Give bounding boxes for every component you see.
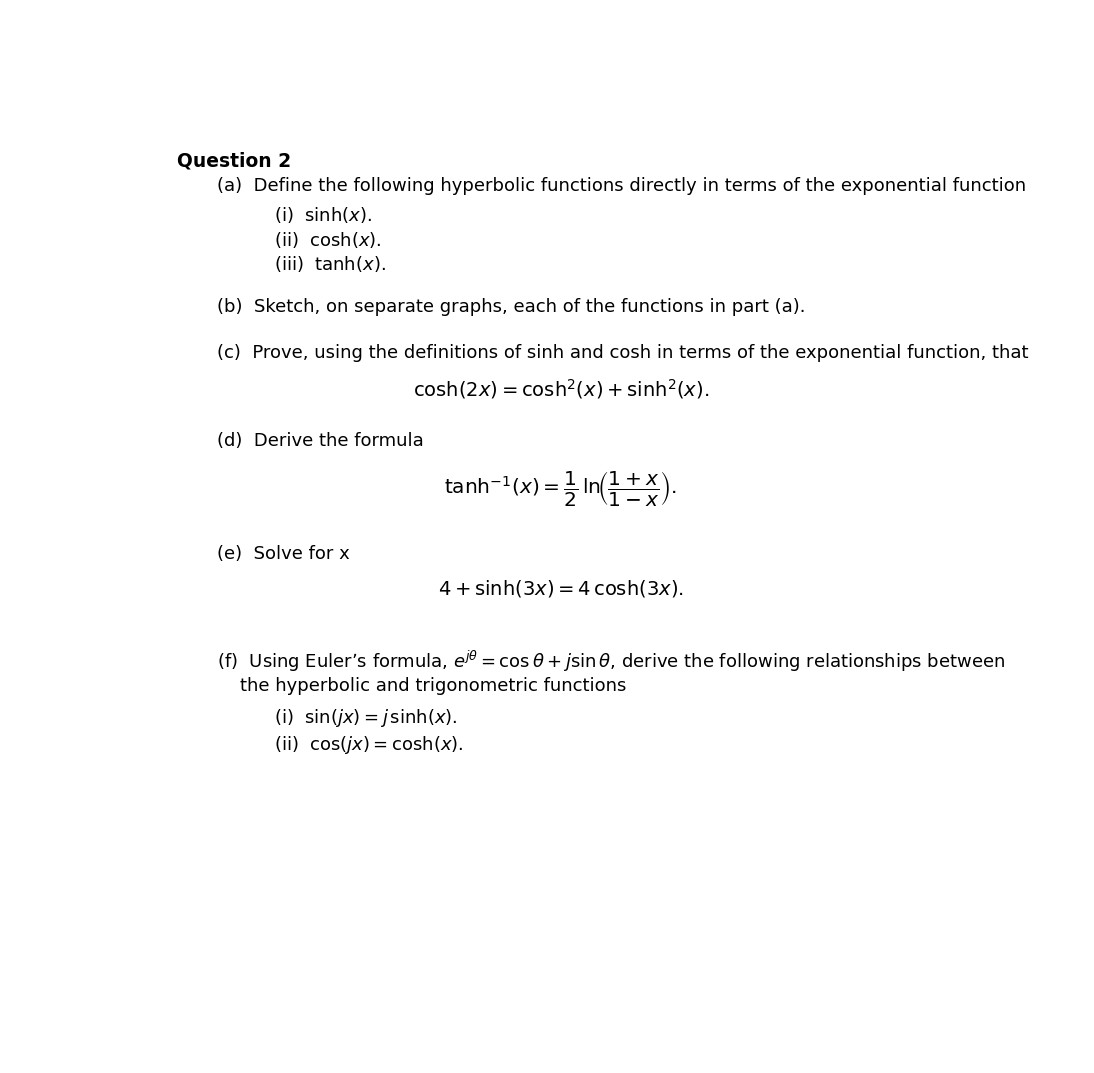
Text: (iii)  $\mathrm{tanh}(x).$: (iii) $\mathrm{tanh}(x).$ [275, 254, 386, 275]
Text: (i)  $\mathrm{sin}(jx) = j\,\mathrm{sinh}(x).$: (i) $\mathrm{sin}(jx) = j\,\mathrm{sinh}… [275, 707, 457, 730]
Text: (c)  Prove, using the definitions of sinh and cosh in terms of the exponential f: (c) Prove, using the definitions of sinh… [218, 343, 1028, 362]
Text: $\mathrm{tanh}^{-1}(x) = \dfrac{1}{2}\,\mathrm{ln}\!\left(\dfrac{1+x}{1-x}\right: $\mathrm{tanh}^{-1}(x) = \dfrac{1}{2}\,\… [444, 469, 677, 509]
Text: (a)  Define the following hyperbolic functions directly in terms of the exponent: (a) Define the following hyperbolic func… [218, 177, 1026, 194]
Text: the hyperbolic and trigonometric functions: the hyperbolic and trigonometric functio… [241, 677, 627, 694]
Text: (e)  Solve for x: (e) Solve for x [218, 545, 350, 563]
Text: (b)  Sketch, on separate graphs, each of the functions in part (a).: (b) Sketch, on separate graphs, each of … [218, 298, 806, 317]
Text: (i)  $\mathrm{sinh}(x).$: (i) $\mathrm{sinh}(x).$ [275, 205, 372, 224]
Text: $4 + \mathrm{sinh}(3x) = 4\,\mathrm{cosh}(3x).$: $4 + \mathrm{sinh}(3x) = 4\,\mathrm{cosh… [438, 578, 684, 599]
Text: (ii)  $\mathrm{cosh}(x).$: (ii) $\mathrm{cosh}(x).$ [275, 230, 382, 250]
Text: (f)  Using Euler’s formula, $e^{j\theta} = \cos\theta + j\sin\theta$, derive the: (f) Using Euler’s formula, $e^{j\theta} … [218, 649, 1005, 675]
Text: $\mathrm{cosh}(2x) = \mathrm{cosh}^2(x) + \mathrm{sinh}^2(x).$: $\mathrm{cosh}(2x) = \mathrm{cosh}^2(x) … [412, 377, 709, 400]
Text: (ii)  $\mathrm{cos}(jx) = \mathrm{cosh}(x).$: (ii) $\mathrm{cos}(jx) = \mathrm{cosh}(x… [275, 734, 464, 755]
Text: (d)  Derive the formula: (d) Derive the formula [218, 432, 424, 450]
Text: Question 2: Question 2 [177, 152, 292, 171]
